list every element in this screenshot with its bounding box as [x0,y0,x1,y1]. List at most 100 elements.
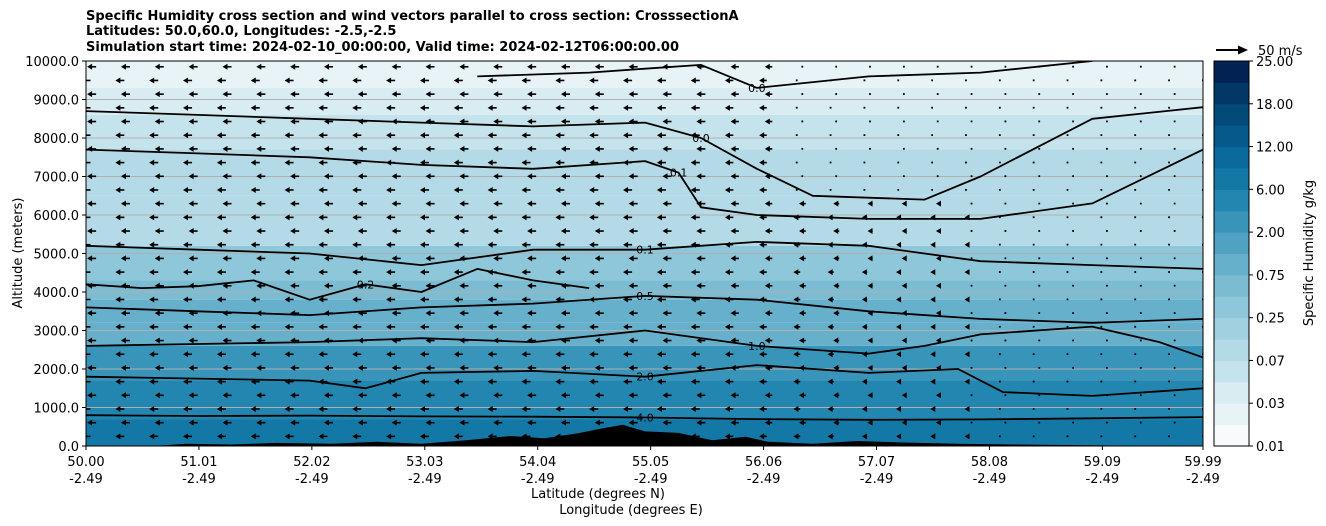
wind-vector-1-27 [1004,421,1007,424]
wind-vector-head [690,104,696,111]
wind-vector-23-27 [1004,120,1007,123]
wind-vector-10-14 [555,296,565,303]
wind-vector-21-7 [324,145,334,152]
wind-vector-3-3 [188,392,198,399]
wind-vector-head [623,378,629,385]
wind-vector-15-19 [730,228,739,235]
wind-vector-4-21 [793,378,801,385]
wind-vector-15-20 [764,228,773,235]
wind-vector-head [964,269,970,276]
wind-vector-18-24 [897,188,900,191]
wind-vector-8-21 [793,323,801,330]
wind-vector-head [935,310,941,317]
wind-vector-dot [897,161,900,164]
wind-vector-9-4 [222,310,232,317]
wind-vector-25-32 [1173,93,1176,95]
wind-vector-head [419,77,425,84]
wind-vector-10-30 [1100,298,1103,301]
wind-vector-dot [1168,106,1170,109]
wind-vector-head [901,228,907,235]
wind-vector-head [799,255,805,262]
wind-vector-head [87,392,93,399]
wind-vector-dot [1066,134,1069,137]
wind-vector-head [867,282,873,289]
wind-vector-6-15 [589,351,599,358]
wind-vector-dot [1004,65,1007,68]
wind-vector-head [724,351,730,358]
colorbar-segment-7 [1214,274,1249,297]
wind-vector-21-5 [256,145,266,152]
wind-vector-dot [1100,243,1103,246]
wind-vector-10-7 [318,296,328,303]
wind-vector-dot [863,134,866,137]
wind-vector-head [628,364,634,371]
wind-vector-25-29 [1072,93,1074,95]
wind-vector-21-24 [902,147,905,150]
wind-vector-dot [936,120,939,123]
wind-vector-16-9 [386,214,396,221]
wind-vector-head [833,228,839,235]
wind-vector-19-6 [290,173,300,180]
wind-vector-head [391,145,397,152]
wind-vector-head [120,63,126,70]
wind-vector-head [222,118,228,125]
wind-vector-head [930,214,936,221]
wind-vector-22-27 [998,134,1001,137]
wind-vector-head [284,186,290,193]
wind-vector-head [183,77,189,84]
wind-vector-head [521,159,527,166]
wind-vector-dot [1072,147,1074,150]
x-tick-label-lat-3: 53.03 [406,455,443,470]
wind-vector-dot [1004,339,1007,342]
wind-vector-6-12 [487,351,497,358]
wind-vector-2-30 [1100,407,1103,410]
wind-vector-3-30 [1106,394,1108,397]
wind-vector-0-25 [930,433,936,440]
wind-vector-13-33 [1208,257,1210,259]
wind-vector-25-4 [222,91,232,98]
x-tick-label-lat-4: 54.04 [519,455,556,470]
wind-vector-19-9 [391,173,401,180]
wind-vector-dot [970,284,973,287]
wind-vector-dot [1032,106,1035,109]
wind-vector-head [730,118,736,125]
humidity-band-2 [86,345,1203,381]
wind-vector-15-3 [188,228,198,235]
wind-vector-6-26 [964,351,970,358]
wind-vector-head [560,310,566,317]
wind-vector-4-17 [656,378,666,385]
colorbar-segment-12 [1214,167,1249,190]
wind-vector-12-23 [861,269,868,276]
wind-vector-8-27 [998,325,1001,328]
wind-vector-10-32 [1168,298,1170,301]
wind-vector-head [623,296,629,303]
wind-vector-13-15 [594,255,604,262]
x-tick-label-lon-8: -2.49 [973,472,1007,487]
wind-vector-head [589,159,595,166]
wind-vector-19-26 [970,175,973,178]
wind-vector-3-12 [493,392,503,399]
wind-vector-9-5 [256,310,266,317]
wind-vector-0-21 [793,433,801,440]
wind-vector-3-20 [764,392,773,399]
wind-vector-head [555,132,561,139]
wind-vector-dot [970,339,973,342]
wind-vector-27-33 [1208,66,1210,68]
wind-vector-9-6 [290,310,300,317]
wind-vector-6-28 [1032,353,1035,356]
wind-vector-dot [1038,421,1041,424]
wind-vector-dot [1038,366,1041,369]
wind-vector-8-31 [1134,325,1137,328]
wind-vector-13-2 [154,255,164,262]
wind-vector-head [827,323,833,330]
wind-vector-dot [1168,380,1170,383]
wind-vector-head [149,405,155,412]
wind-vector-head [386,351,392,358]
wind-vector-24-23 [863,106,866,109]
wind-vector-dot [1208,422,1210,424]
wind-vector-head [216,269,222,276]
wind-vector-23-13 [527,118,537,125]
wind-vector-6-18 [690,351,700,358]
wind-vector-head [662,255,668,262]
wind-vector-18-1 [115,186,125,193]
